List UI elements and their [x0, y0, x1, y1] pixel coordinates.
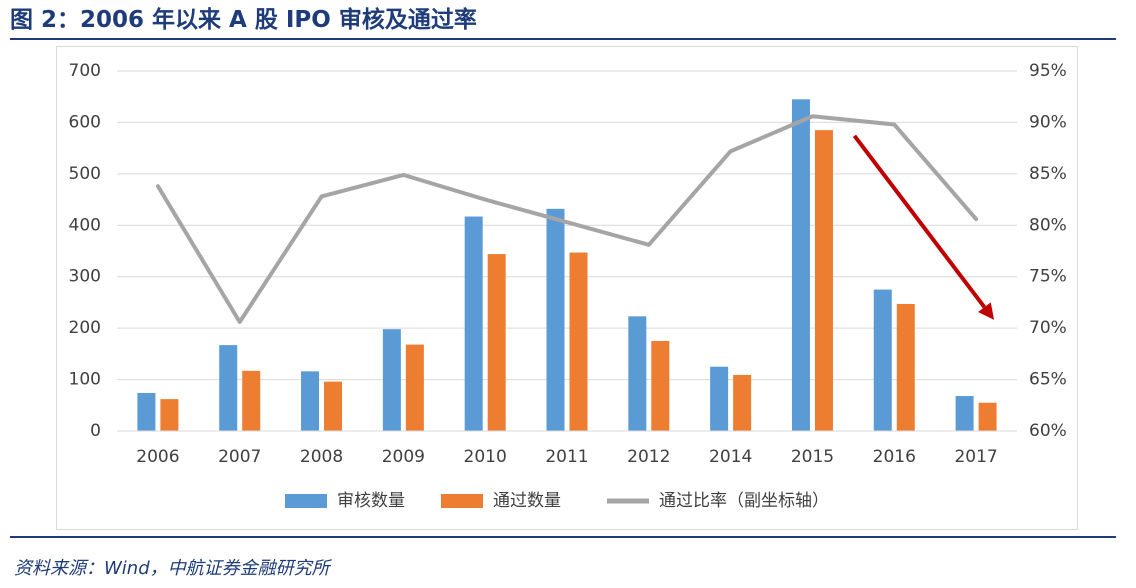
x-tick-label: 2011: [545, 447, 588, 467]
right-tick-label: 95%: [1029, 61, 1067, 81]
approved-count-bar-2012: [651, 341, 670, 431]
x-tick-label: 2009: [382, 447, 425, 467]
legend-swatch-0: [285, 494, 327, 508]
review-count-bar-2010: [464, 216, 483, 431]
approved-count-bar-2014: [733, 374, 752, 431]
ipo-review-chart: 0 100 200 300 400 500 600 700 60% 65% 70% 75% 80% 85…: [69, 61, 1067, 511]
review-count-bar-2009: [382, 329, 401, 431]
approved-count-bar-2008: [324, 381, 343, 431]
approved-count-bar-2006: [160, 399, 179, 431]
trend-arrow-shaft: [852, 134, 987, 309]
right-tick-label: 80%: [1029, 215, 1067, 235]
left-tick-label: 500: [69, 164, 101, 184]
legend: 审核数量 通过数量 通过比率（副坐标轴）: [285, 491, 829, 511]
left-axis: 0 100 200 300 400 500 600 700: [69, 61, 101, 441]
review-count-bar-2016: [873, 289, 892, 431]
legend-swatch-1: [441, 494, 483, 508]
review-count-bar-2014: [710, 366, 729, 431]
x-tick-label: 2010: [464, 447, 507, 467]
review-count-bar-2006: [137, 392, 156, 431]
right-axis: 60% 65% 70% 75% 80% 85% 90% 95%: [1029, 61, 1067, 441]
legend-label: 通过比率（副坐标轴）: [659, 491, 829, 511]
left-tick-label: 700: [69, 61, 101, 81]
pass-rate-line: [155, 114, 979, 324]
left-tick-label: 300: [69, 267, 101, 287]
review-count-bar-2015: [791, 99, 810, 432]
review-count-bar-2008: [301, 371, 320, 431]
figure-title: 图 2：2006 年以来 A 股 IPO 审核及通过率: [10, 7, 477, 33]
rate-line: [155, 114, 979, 324]
trend-arrow-head: [978, 302, 995, 320]
review-count-bar-2011: [546, 208, 565, 431]
right-tick-label: 75%: [1029, 267, 1067, 287]
x-tick-label: 2015: [791, 447, 834, 467]
right-tick-label: 65%: [1029, 370, 1067, 390]
left-tick-label: 100: [69, 370, 101, 390]
x-tick-label: 2014: [709, 447, 752, 467]
x-tick-label: 2008: [300, 447, 343, 467]
approved-count-bar-2016: [896, 303, 915, 431]
x-tick-label: 2007: [218, 447, 261, 467]
left-tick-label: 0: [90, 421, 101, 441]
right-tick-label: 60%: [1029, 421, 1067, 441]
chart-frame: 0 100 200 300 400 500 600 700 60% 65% 70% 75% 80% 85…: [56, 46, 1078, 530]
footer-rule: [10, 536, 1116, 538]
approved-count-bar-2010: [487, 254, 506, 431]
left-tick-label: 200: [69, 318, 101, 338]
left-tick-label: 600: [69, 112, 101, 132]
source-note: 资料来源：Wind，中航证券金融研究所: [14, 558, 330, 579]
review-count-bar-2012: [628, 316, 647, 431]
bars: [137, 99, 997, 432]
title-rule: [10, 38, 1116, 40]
approved-count-bar-2015: [814, 130, 833, 431]
review-count-bar-2007: [219, 345, 238, 431]
left-tick-label: 400: [69, 215, 101, 235]
review-count-bar-2017: [955, 396, 974, 431]
approved-count-bar-2017: [978, 402, 997, 431]
trend-arrow: [852, 134, 995, 320]
approved-count-bar-2009: [405, 344, 424, 431]
x-tick-label: 2016: [873, 447, 916, 467]
legend-label: 审核数量: [337, 491, 405, 511]
approved-count-bar-2007: [242, 370, 261, 431]
legend-label: 通过数量: [493, 491, 561, 511]
right-tick-label: 70%: [1029, 318, 1067, 338]
approved-count-bar-2011: [569, 252, 588, 431]
x-tick-label: 2012: [627, 447, 670, 467]
x-tick-label: 2017: [954, 447, 997, 467]
x-tick-label: 2006: [136, 447, 179, 467]
right-tick-label: 90%: [1029, 112, 1067, 132]
right-tick-label: 85%: [1029, 164, 1067, 184]
x-axis: 2006 2007 2008 2009 2010 2011 2012 2014 2015 2016…: [117, 430, 1017, 467]
